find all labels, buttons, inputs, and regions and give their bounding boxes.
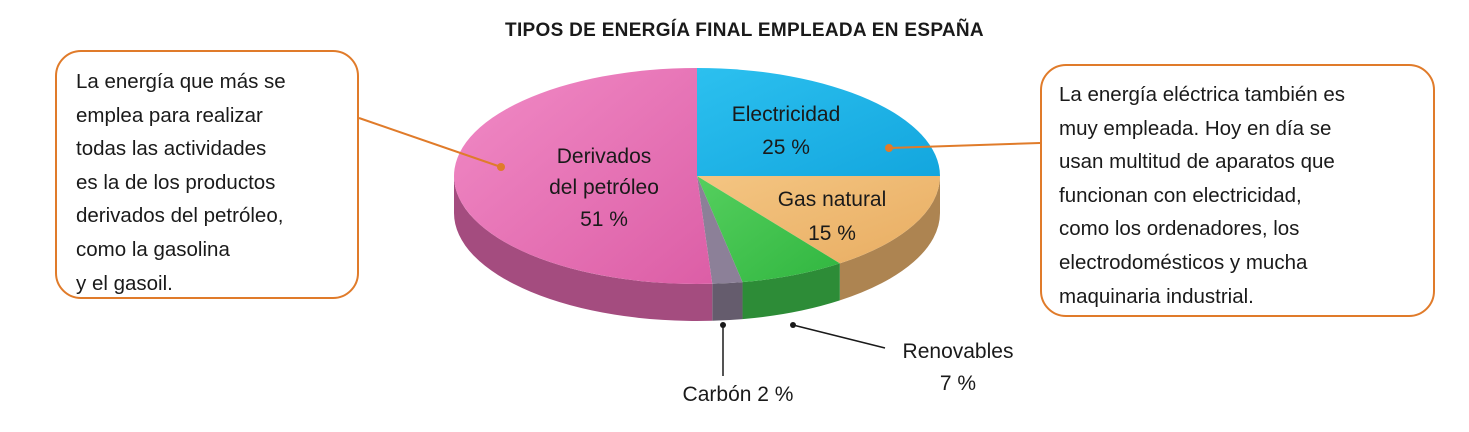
- callout-text-line: es la de los productos: [76, 170, 276, 194]
- leader-lines: [358, 117, 1041, 376]
- pie-slices: [454, 68, 940, 284]
- slice-label-derivados-del-petroleo: Derivados: [557, 145, 652, 168]
- slice-label-electricidad: Electricidad: [732, 103, 841, 126]
- slice-label-derivados-del-petroleo: 51 %: [580, 208, 628, 231]
- callout-text-line: como la gasolina: [76, 237, 230, 261]
- pie-slice-gas-natural: [697, 176, 940, 264]
- pie-sides: [454, 176, 940, 321]
- chart-title: TIPOS DE ENERGÍA FINAL EMPLEADA EN ESPAÑ…: [505, 20, 984, 41]
- callout-text-line: emplea para realizar: [76, 103, 263, 127]
- callout-text-line: derivados del petróleo,: [76, 204, 284, 228]
- slice-label-gas-natural: 15 %: [808, 222, 856, 245]
- leader-line-renovables: [792, 324, 886, 349]
- slice-label-gas-natural: Gas natural: [778, 188, 887, 211]
- pie-slice-carbon: [697, 176, 743, 284]
- pie-side-renovables: [742, 263, 840, 320]
- leader-dot-petroleum: [497, 163, 505, 171]
- callout-text-line: todas las actividades: [76, 137, 267, 161]
- callout-text-line: usan multitud de aparatos que: [1059, 150, 1335, 174]
- slice-label-electricidad: 25 %: [762, 136, 810, 159]
- callout-text-line: electrodomésticos y mucha: [1059, 250, 1308, 274]
- callout-text-line: muy empleada. Hoy en día se: [1059, 116, 1332, 140]
- callout-petroleum: La energía que más se emplea para realiz…: [55, 50, 359, 299]
- pie-slice-renovables: [697, 176, 840, 283]
- callout-electricity: La energía eléctrica también es muy empl…: [1040, 64, 1435, 317]
- slice-label-carbon: Carbón 2 %: [683, 383, 794, 406]
- pie-side-carbon: [712, 282, 743, 321]
- callout-text-line: y el gasoil.: [76, 271, 173, 295]
- slice-label-renovables: Renovables: [903, 340, 1014, 363]
- slice-label-renovables: 7 %: [940, 372, 976, 395]
- pie-slice-electricidad: [697, 68, 940, 176]
- callout-text-line: maquinaria industrial.: [1059, 284, 1254, 308]
- pie-side-derivados-del-petroleo: [454, 176, 713, 321]
- leader-dot-carbon: [720, 322, 726, 328]
- leader-dot-renovables: [790, 322, 796, 328]
- leader-line-electricity: [888, 142, 1041, 149]
- callout-text-line: La energía que más se: [76, 70, 286, 93]
- pie-slice-derivados-del-petroleo: [454, 68, 713, 284]
- leader-dot-electricity: [885, 144, 893, 152]
- pie-side-gas-natural: [839, 176, 940, 301]
- callout-text-line: como los ordenadores, los: [1059, 217, 1300, 241]
- callout-text-line: La energía eléctrica también es: [1059, 83, 1346, 106]
- pie-labels: Electricidad 25 % Gas natural 15 % Renovable…: [549, 103, 1013, 406]
- callout-text-line: funcionan con electricidad,: [1059, 183, 1302, 207]
- slice-label-derivados-del-petroleo: del petróleo: [549, 176, 659, 199]
- leader-line-petroleum: [358, 117, 502, 168]
